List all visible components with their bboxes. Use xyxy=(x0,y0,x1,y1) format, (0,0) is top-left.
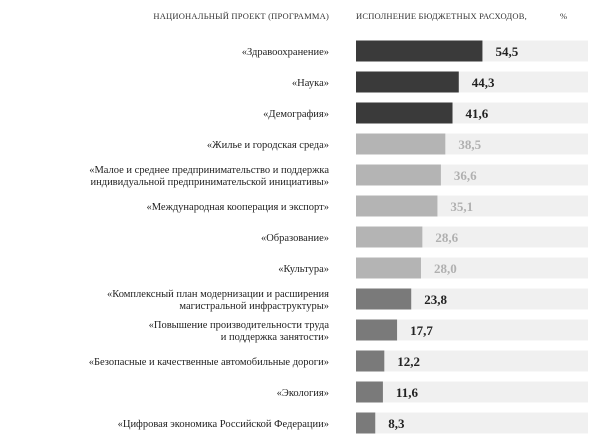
category-label: «Международная кооперация и экспорт» xyxy=(146,202,329,213)
category-label: «Культура» xyxy=(278,264,329,275)
category-label: магистральной инфраструктуры» xyxy=(179,301,329,312)
bar-track xyxy=(356,319,588,341)
bar xyxy=(356,257,421,279)
category-label: «Экология» xyxy=(277,388,329,399)
category-label: «Жилье и городская среда» xyxy=(207,140,329,151)
category-label: «Образование» xyxy=(261,233,329,244)
category-label: «Здравоохранение» xyxy=(242,47,329,58)
value-label: 44,3 xyxy=(472,75,495,90)
value-label: 41,6 xyxy=(466,106,489,121)
category-label: «Цифровая экономика Российской Федерации… xyxy=(118,419,329,430)
value-label: 35,1 xyxy=(450,199,473,214)
bar-track xyxy=(356,288,588,310)
category-label: «Безопасные и качественные автомобильные… xyxy=(89,357,329,368)
value-label: 12,2 xyxy=(397,354,420,369)
value-label: 54,5 xyxy=(495,44,518,59)
category-header: НАЦИОНАЛЬНЫЙ ПРОЕКТ (ПРОГРАММА) xyxy=(153,11,329,21)
category-label: «Наука» xyxy=(292,78,329,89)
bar-track xyxy=(356,381,588,403)
value-label: 28,0 xyxy=(434,261,457,276)
value-label: 8,3 xyxy=(388,416,405,431)
value-label: 23,8 xyxy=(424,292,447,307)
value-label: 38,5 xyxy=(458,137,481,152)
bar xyxy=(356,71,459,93)
bar xyxy=(356,40,483,62)
value-header: ИСПОЛНЕНИЕ БЮДЖЕТНЫХ РАСХОДОВ, xyxy=(356,11,527,21)
bar xyxy=(356,381,383,403)
bar xyxy=(356,102,453,124)
value-label: 36,6 xyxy=(454,168,477,183)
value-label: 11,6 xyxy=(396,385,419,400)
category-label: «Комплексный план модернизации и расшире… xyxy=(107,289,329,300)
value-label: 28,6 xyxy=(435,230,458,245)
unit-label: % xyxy=(560,11,568,21)
category-label: «Малое и среднее предпринимательство и п… xyxy=(89,165,329,176)
bar xyxy=(356,350,385,372)
bar xyxy=(356,164,441,186)
bar xyxy=(356,288,412,310)
bar xyxy=(356,195,438,217)
bar-track xyxy=(356,350,588,372)
category-label: индивидуальной предпринимательской иници… xyxy=(90,177,329,188)
category-label: «Демография» xyxy=(263,109,329,120)
category-label: «Повышение производительности труда xyxy=(149,320,330,331)
category-label: и поддержка занятости» xyxy=(221,332,329,343)
bar-track xyxy=(356,412,588,434)
bar xyxy=(356,133,446,155)
bar xyxy=(356,226,423,248)
bar xyxy=(356,319,398,341)
value-label: 17,7 xyxy=(410,323,433,338)
bar xyxy=(356,412,376,434)
